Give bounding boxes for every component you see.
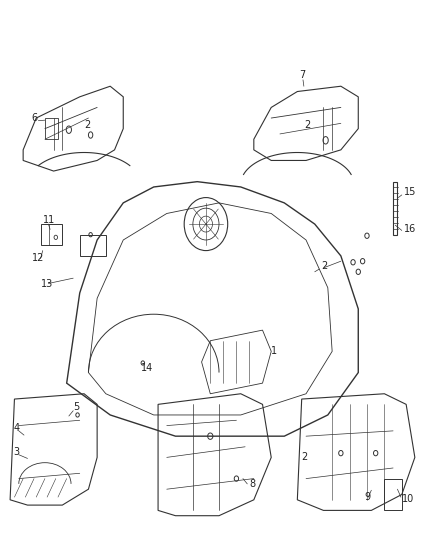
- Text: 9: 9: [365, 492, 371, 502]
- Text: 15: 15: [404, 187, 417, 197]
- Text: 3: 3: [14, 447, 20, 457]
- Text: 6: 6: [32, 112, 38, 123]
- Text: 1: 1: [271, 346, 277, 356]
- Text: 2: 2: [302, 452, 308, 462]
- Text: 2: 2: [321, 261, 328, 271]
- Text: 7: 7: [300, 70, 306, 80]
- Text: 2: 2: [84, 119, 90, 130]
- Text: 13: 13: [41, 279, 53, 289]
- Text: 5: 5: [73, 402, 79, 411]
- Text: 11: 11: [43, 215, 55, 225]
- Text: 16: 16: [404, 224, 416, 234]
- Text: 2: 2: [304, 119, 310, 130]
- Bar: [45, 118, 58, 139]
- Text: 14: 14: [141, 364, 153, 374]
- Text: 4: 4: [14, 423, 20, 433]
- Bar: [80, 235, 106, 256]
- Text: 12: 12: [32, 253, 44, 263]
- Text: 8: 8: [250, 479, 256, 489]
- Text: 10: 10: [402, 495, 414, 504]
